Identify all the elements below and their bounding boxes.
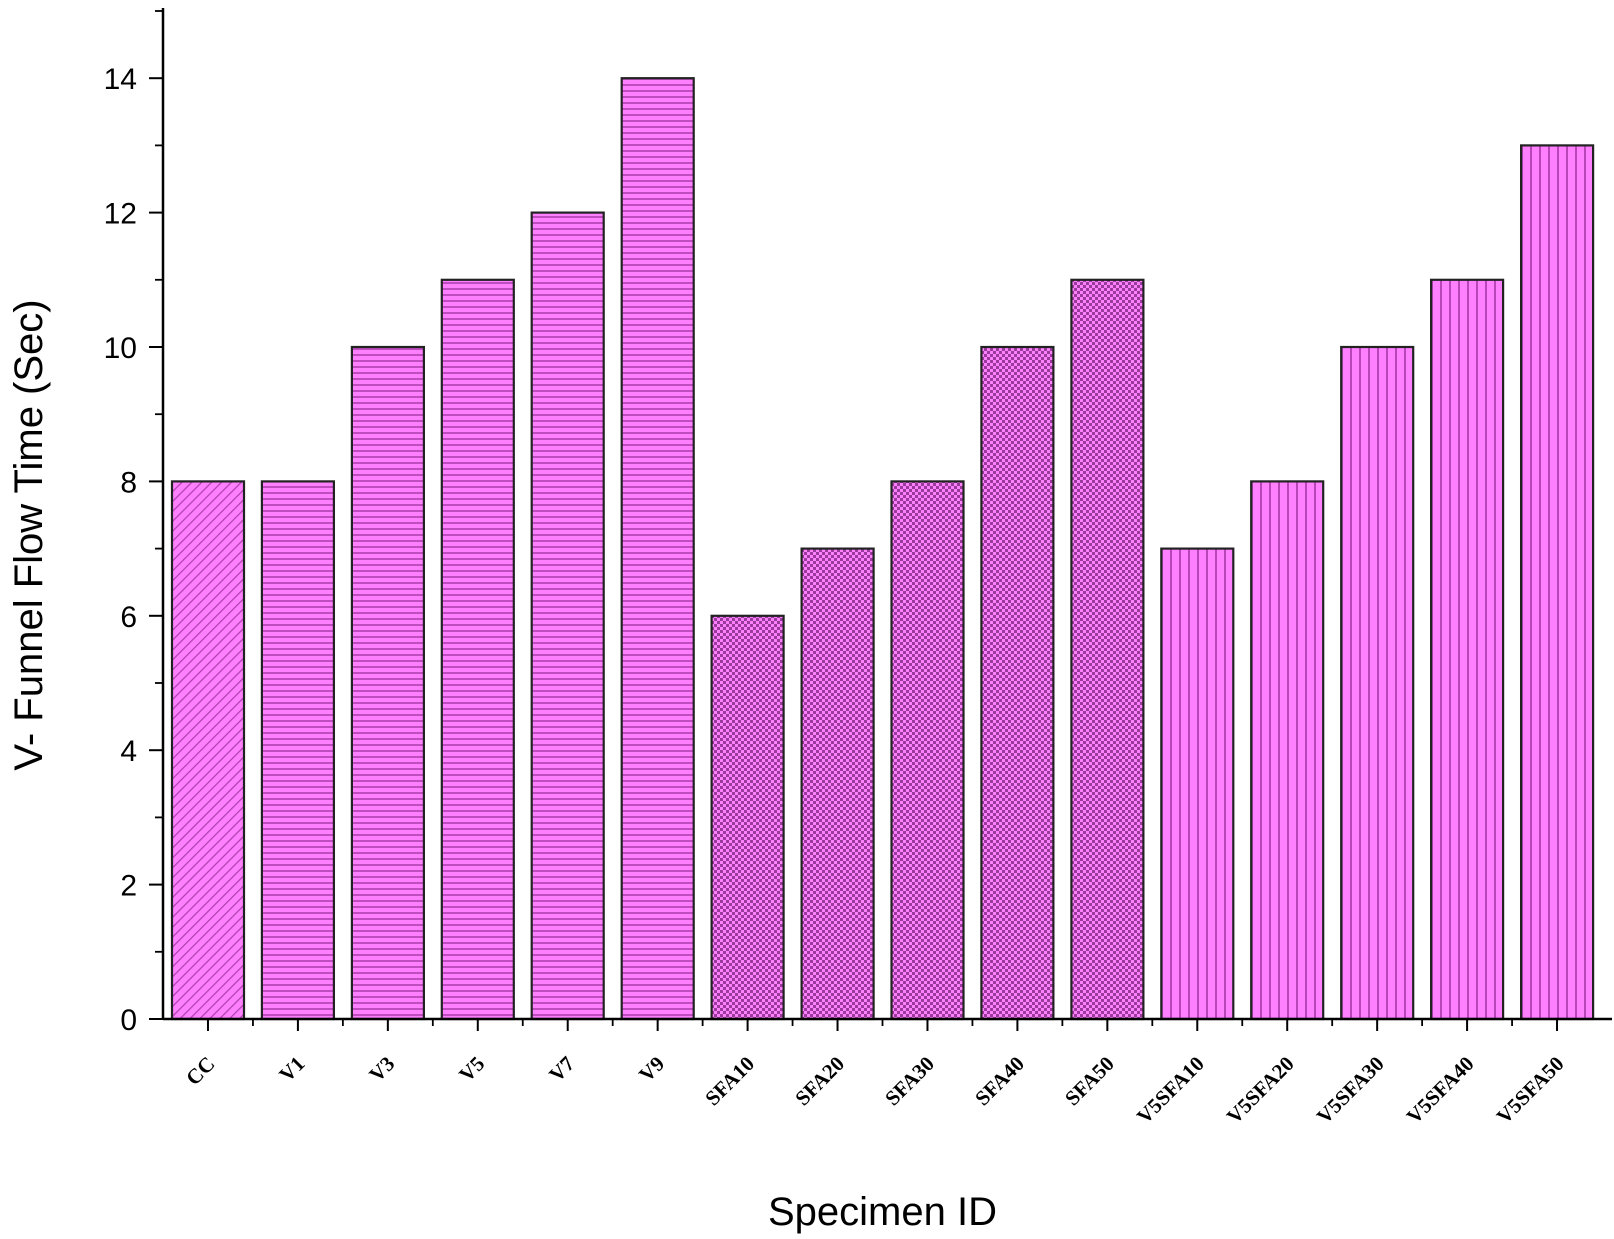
bar-v9 [620, 77, 695, 1021]
bar-sfa50 [1070, 278, 1145, 1021]
x-tick-label: SFA40 [970, 1052, 1029, 1111]
bar-v5sfa20 [1250, 480, 1325, 1021]
bar-v5sfa50 [1519, 144, 1595, 1021]
y-tick-label: 2 [120, 870, 137, 903]
x-tick-label: SFA10 [700, 1052, 759, 1111]
bar-cc [170, 480, 246, 1021]
y-tick-label: 10 [104, 332, 137, 365]
x-tick-label: SFA20 [790, 1052, 849, 1111]
y-tick-label: 0 [120, 1004, 137, 1037]
x-axis-ticks: CC V1 V3 V5 V7 V9 SFA10 SFA20 SFA30 SFA40 SFA50 V5S… [181, 1019, 1569, 1129]
y-axis-ticks: 0 2 4 6 8 10 12 14 [104, 10, 163, 1037]
bars-group [170, 77, 1595, 1021]
x-tick-label: V5SFA10 [1132, 1052, 1209, 1129]
bar-sfa40 [980, 345, 1055, 1021]
x-tick-label: V9 [634, 1052, 669, 1087]
x-axis-title: Specimen ID [768, 1190, 997, 1234]
bar-sfa20 [800, 547, 875, 1021]
y-tick-label: 8 [120, 466, 137, 499]
x-tick-label: V5SFA30 [1312, 1052, 1389, 1129]
x-tick-label: V1 [274, 1052, 309, 1087]
x-tick-label: V5 [454, 1052, 489, 1087]
x-tick-label: V5SFA50 [1492, 1052, 1569, 1129]
x-tick-label: V5SFA20 [1222, 1052, 1299, 1129]
bar-v1 [260, 480, 335, 1021]
x-tick-label: V5SFA40 [1402, 1052, 1479, 1129]
bar-v3 [350, 345, 425, 1021]
bar-sfa30 [890, 480, 965, 1021]
y-tick-label: 14 [104, 63, 137, 96]
bar-v7 [530, 211, 605, 1021]
bar-v5sfa30 [1340, 345, 1415, 1021]
bar-v5sfa10 [1160, 547, 1235, 1021]
x-tick-label: SFA30 [880, 1052, 939, 1111]
x-tick-label: SFA50 [1060, 1052, 1119, 1111]
y-tick-label: 6 [120, 601, 137, 634]
bar-sfa10 [710, 614, 785, 1021]
bar-v5 [440, 278, 515, 1021]
y-axis-title: V- Funnel Flow Time (Sec) [7, 299, 51, 770]
x-tick-label: CC [181, 1052, 219, 1090]
y-tick-label: 4 [120, 735, 137, 768]
y-tick-label: 12 [104, 198, 137, 231]
x-tick-label: V3 [364, 1052, 399, 1087]
bar-v5sfa40 [1429, 278, 1505, 1021]
x-tick-label: V7 [544, 1052, 579, 1087]
